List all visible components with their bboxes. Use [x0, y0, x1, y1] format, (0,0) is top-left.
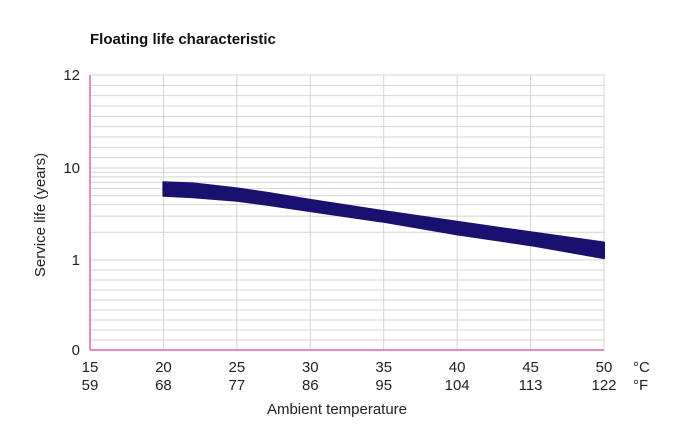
x-axis-label: Ambient temperature: [267, 401, 407, 418]
chart-title: Floating life characteristic: [90, 31, 276, 48]
service-life-band-layer: [162, 181, 605, 260]
x-tick-label-fahrenheit: 104: [445, 377, 470, 394]
y-tick-label: 10: [63, 160, 80, 177]
y-tick-label: 12: [63, 67, 80, 84]
x-tick-label-celsius: 45: [522, 359, 539, 376]
service-life-band: [162, 181, 605, 260]
x-unit-fahrenheit: °F: [633, 377, 648, 394]
x-tick-label-celsius: 30: [302, 359, 319, 376]
x-tick-label-celsius: 15: [82, 359, 99, 376]
x-tick-label-fahrenheit: 122: [591, 377, 616, 394]
y-axis-label: Service life (years): [32, 153, 49, 277]
grid: [89, 74, 605, 351]
x-tick-label-fahrenheit: 59: [82, 377, 99, 394]
x-unit-celsius: °C: [633, 359, 650, 376]
axes: [89, 74, 604, 351]
x-tick-label-fahrenheit: 95: [375, 377, 392, 394]
x-tick-label-fahrenheit: 77: [229, 377, 246, 394]
x-tick-label-fahrenheit: 68: [155, 377, 172, 394]
y-tick-label: 1: [72, 252, 80, 269]
x-tick-label-fahrenheit: 86: [302, 377, 319, 394]
x-tick-label-fahrenheit: 113: [519, 377, 543, 394]
x-tick-label-celsius: 50: [596, 359, 613, 376]
y-tick-label: 0: [72, 342, 80, 359]
x-tick-label-celsius: 20: [155, 359, 172, 376]
x-tick-label-celsius: 25: [229, 359, 246, 376]
x-tick-label-celsius: 35: [375, 359, 392, 376]
x-tick-label-celsius: 40: [449, 359, 466, 376]
